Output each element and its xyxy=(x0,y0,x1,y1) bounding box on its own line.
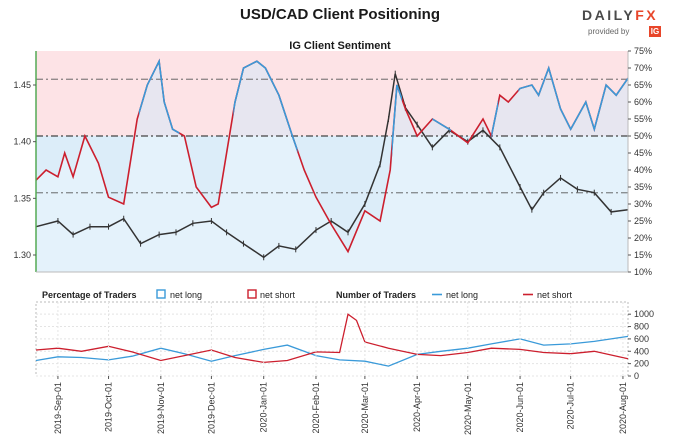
main-plot-frame xyxy=(35,51,629,273)
legend-num-short: net short xyxy=(537,290,573,300)
lower-tick-label: 800 xyxy=(634,322,649,332)
legend-pct-short: net short xyxy=(260,290,296,300)
legend-pct-label: Percentage of Traders xyxy=(42,290,137,300)
legend-num-long: net long xyxy=(446,290,478,300)
left-tick-label: 1.45 xyxy=(13,80,31,90)
x-tick-label: 2020-Jan-01 xyxy=(259,382,269,433)
x-tick-label: 2019-Sep-01 xyxy=(53,382,63,434)
percentage-line xyxy=(35,58,629,254)
legend-pct-long-swatch xyxy=(156,289,166,299)
reference-lines xyxy=(36,78,628,194)
pct-area xyxy=(36,61,628,252)
lower-tick-label: 200 xyxy=(634,359,649,369)
traders-net-short-line xyxy=(35,313,629,364)
right-tick-label: 10% xyxy=(634,267,652,277)
logo-wordmark: DAILYFX xyxy=(582,7,658,23)
logo-provided-by: provided by xyxy=(588,27,630,36)
right-tick-label: 50% xyxy=(634,131,652,141)
x-tick-label: 2020-Jul-01 xyxy=(566,382,576,430)
dailyfx-logo: DAILYFX provided by IG xyxy=(582,7,668,41)
traders-panel: 0 200 400 600 800 1000 xyxy=(35,301,654,381)
lower-tick-label: 600 xyxy=(634,334,649,344)
right-tick-label: 75% xyxy=(634,46,652,56)
lower-tick-label: 0 xyxy=(634,371,639,381)
logo-word-b: FX xyxy=(635,7,659,23)
chart-subtitle: IG Client Sentiment xyxy=(289,40,391,52)
left-tick-label: 1.40 xyxy=(13,137,31,147)
price-line xyxy=(35,70,629,261)
price-series-line xyxy=(35,73,629,259)
x-tick-label: 2020-Mar-01 xyxy=(360,382,370,434)
x-tick-label: 2020-Feb-01 xyxy=(311,382,321,434)
right-tick-label: 25% xyxy=(634,216,652,226)
traders-net-long-line xyxy=(35,335,629,367)
lower-tick-label: 1000 xyxy=(634,309,654,319)
right-tick-label: 45% xyxy=(634,148,652,158)
right-tick-label: 70% xyxy=(634,63,652,73)
x-tick-label: 2020-Jun-01 xyxy=(515,382,525,433)
right-tick-label: 20% xyxy=(634,233,652,243)
chart-title: USD/CAD Client Positioning xyxy=(240,6,440,23)
x-tick-label: 2020-Aug-01 xyxy=(618,382,628,434)
left-axis: 1.30 1.35 1.40 1.45 xyxy=(13,80,36,260)
x-tick-label: 2020-May-01 xyxy=(463,382,473,435)
x-tick-label: 2019-Nov-01 xyxy=(156,382,166,434)
right-tick-label: 40% xyxy=(634,165,652,175)
lower-tick-label: 400 xyxy=(634,346,649,356)
right-axis: 10% 15% 20% 25% 30% 35% 40% 45% 50% 55% 60% 65% 70% 7… xyxy=(628,46,652,277)
legend-pct-long: net long xyxy=(170,290,202,300)
legend-pct-short-swatch xyxy=(247,289,257,299)
x-tick-label: 2019-Oct-01 xyxy=(104,382,114,432)
logo-word-a: DAILY xyxy=(582,7,636,23)
sentiment-bands xyxy=(36,51,628,272)
left-tick-label: 1.35 xyxy=(13,193,31,203)
ig-logo: IG xyxy=(649,26,661,37)
right-tick-label: 55% xyxy=(634,114,652,124)
legend: Percentage of Traders net long net short… xyxy=(42,289,573,300)
right-tick-label: 60% xyxy=(634,97,652,107)
right-tick-label: 35% xyxy=(634,182,652,192)
legend-num-label: Number of Traders xyxy=(336,290,416,300)
x-tick-label: 2019-Dec-01 xyxy=(206,382,216,434)
right-tick-label: 30% xyxy=(634,199,652,209)
x-tick-label: 2020-Apr-01 xyxy=(412,382,422,432)
date-axis: 2019-Sep-01 2019-Oct-01 2019-Nov-01 2019-De… xyxy=(53,302,628,435)
left-tick-label: 1.30 xyxy=(13,250,31,260)
right-tick-label: 65% xyxy=(634,80,652,90)
right-tick-label: 15% xyxy=(634,250,652,260)
